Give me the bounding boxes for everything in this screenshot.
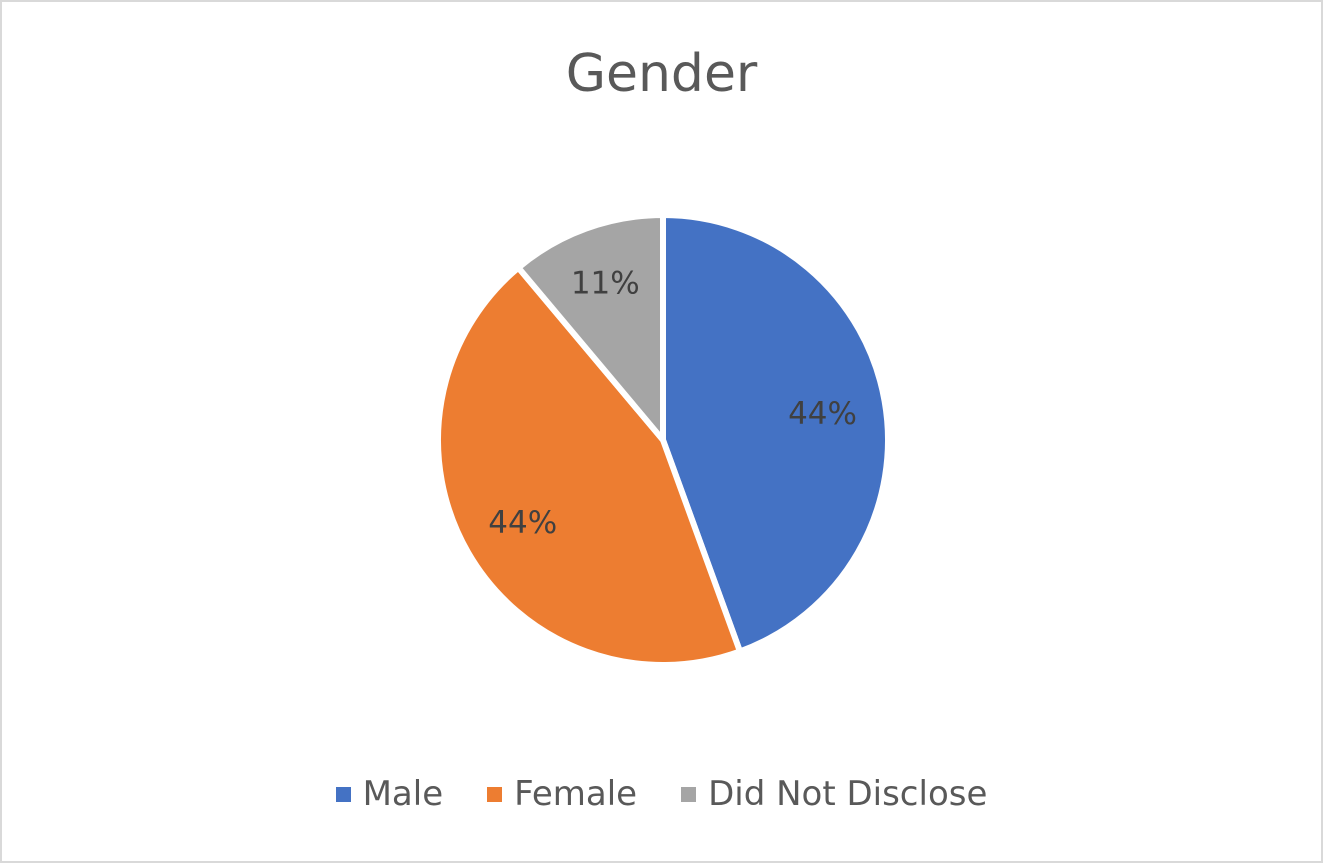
legend-label: Did Not Disclose bbox=[708, 774, 988, 814]
data-label-female: 44% bbox=[488, 505, 557, 541]
legend-swatch-male bbox=[335, 786, 351, 802]
chart-title: Gender bbox=[565, 44, 758, 104]
legend-swatch-female bbox=[487, 786, 503, 802]
legend-label: Female bbox=[514, 774, 638, 814]
legend-label: Male bbox=[362, 774, 444, 814]
pie-slice-did-not-disclose bbox=[515, 212, 666, 443]
legend-item-male: Male bbox=[335, 774, 444, 814]
legend-swatch-did-not-disclose bbox=[681, 786, 697, 802]
pie-slice-female bbox=[435, 264, 743, 668]
legend: Male Female Did Not Disclose bbox=[2, 774, 1321, 814]
data-label-male: 44% bbox=[788, 396, 857, 432]
legend-item-did-not-disclose: Did Not Disclose bbox=[681, 774, 987, 814]
pie-slice-male bbox=[660, 212, 891, 655]
data-label-did-not-disclose: 11% bbox=[571, 265, 640, 301]
legend-item-female: Female bbox=[487, 774, 637, 814]
